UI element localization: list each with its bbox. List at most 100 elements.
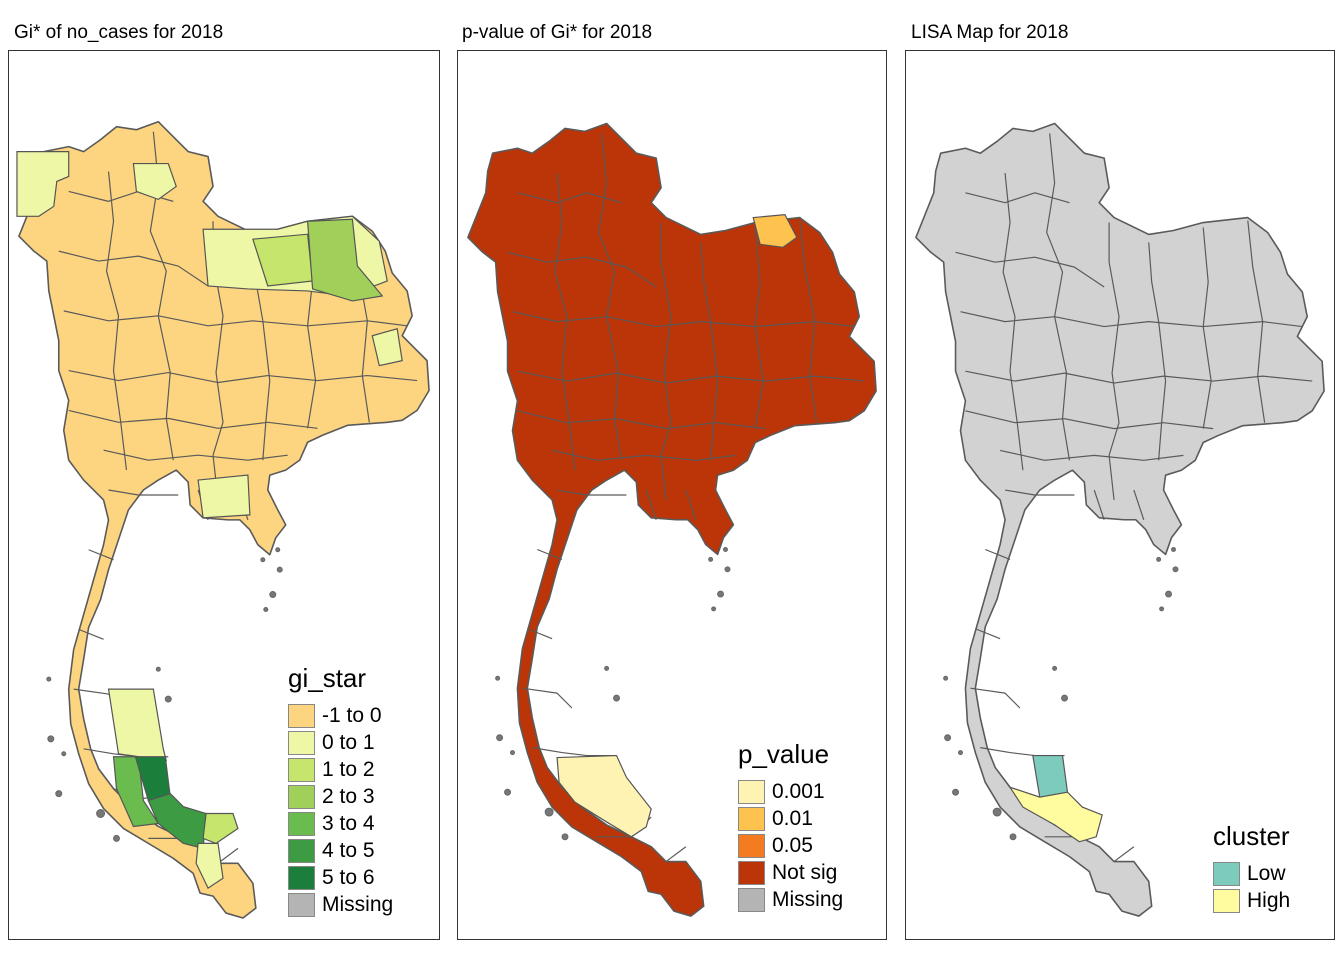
province-boundary [78,628,104,640]
island [544,807,554,817]
province-boundary [527,628,553,640]
island [61,751,67,757]
island [46,676,52,682]
province-boundary [1113,846,1135,863]
province-boundary [999,449,1184,461]
gi-star-map-panel: gi_star -1 to 0 0 to 1 1 to 2 2 to 3 3 to 4 4… [8,50,440,940]
lisa-map-panel: cluster Low High [905,50,1335,940]
island [952,788,960,796]
province-boundary [108,489,179,496]
island [723,547,728,552]
province-boundary [517,410,766,430]
legend-item: 0.001 [738,778,843,805]
legend-item: 4 to 5 [288,837,393,864]
province-boundary [1002,172,1024,471]
island [113,834,120,842]
island [604,665,610,671]
province-boundary [1148,242,1167,461]
island [1052,665,1058,671]
province-boundary [700,242,719,461]
island [944,734,952,742]
legend-label: 0.05 [772,833,813,857]
island [561,833,569,841]
legend-label: 4 to 5 [322,838,375,862]
legend-items: -1 to 0 0 to 1 1 to 2 2 to 3 3 to 4 4 to 5 5 t… [288,702,393,918]
province-boundary [217,847,239,864]
legend-item: 2 to 3 [288,783,393,810]
province-boundary [965,410,1214,430]
country-outline [467,122,877,917]
island [1061,694,1068,702]
province-boundary [985,548,1011,560]
island [155,666,161,672]
province-boundary [512,311,855,328]
island [613,694,620,702]
legend-title: p_value [738,739,830,769]
legend-item: Missing [288,891,393,918]
island [958,750,963,756]
lisa-cluster-regions [1008,754,1103,843]
legend-swatch [738,887,765,912]
province-boundary [645,489,657,520]
legend-swatch [288,811,315,836]
island [260,557,266,563]
legend-title: gi_star [288,663,367,693]
island [1159,606,1165,612]
panel-1-title: Gi* of no_cases for 2018 [14,22,224,43]
province-boundary [1247,220,1266,423]
island [55,790,63,798]
legend-label: High [1247,888,1291,912]
province-boundary [965,370,1313,384]
panel-2-title: p-value of Gi* for 2018 [462,22,653,43]
province-boundary [522,687,573,709]
country-outline [18,120,430,919]
legend-label: 3 to 4 [322,811,375,835]
legend-label: 1 to 2 [322,757,375,781]
legend-item: -1 to 0 [288,702,393,729]
gi-star-map [16,120,430,919]
province-boundary [68,369,418,384]
legend-swatch [738,806,765,831]
island [1171,547,1176,552]
legend-swatch [1213,888,1240,913]
island [496,734,504,742]
legend-swatch [288,865,315,890]
province-boundary [1093,489,1105,520]
province-boundary [554,172,576,471]
province-boundary [799,220,818,423]
province-boundary [1046,133,1071,461]
province-boundary [970,687,1021,709]
legend-label: Missing [772,887,844,911]
province-boundary [660,222,672,501]
province-boundary [955,251,1105,288]
island [1009,833,1017,841]
legend-swatch [288,892,315,917]
island [96,809,106,818]
legend-items: Low High [1213,860,1290,914]
island [1156,556,1162,562]
legend-label: 0 to 1 [322,730,375,754]
gi-star-highlight-regions [16,151,403,890]
province-boundary [517,370,865,384]
legend-swatch [1213,861,1240,886]
province-boundary [598,133,623,461]
island [724,566,731,573]
province-boundary [532,747,617,757]
province-boundary [754,227,764,429]
legend-item: 0 to 1 [288,729,393,756]
legend-item: 1 to 2 [288,756,393,783]
island [164,695,172,703]
province-boundary [68,409,318,429]
province-boundary [58,250,209,287]
thailand-provinces [467,122,877,917]
p-value-map-panel: p_value 0.001 0.01 0.05 Not sig Missing [457,50,887,940]
province-boundary [1108,222,1120,501]
legend-item: High [1213,887,1290,914]
island [510,750,515,756]
island [1165,590,1173,598]
legend-item: Low [1213,860,1290,887]
island [47,735,55,743]
province-boundary [1202,227,1212,429]
p-value-highlight-regions [556,213,798,838]
legend-item: 5 to 6 [288,864,393,891]
